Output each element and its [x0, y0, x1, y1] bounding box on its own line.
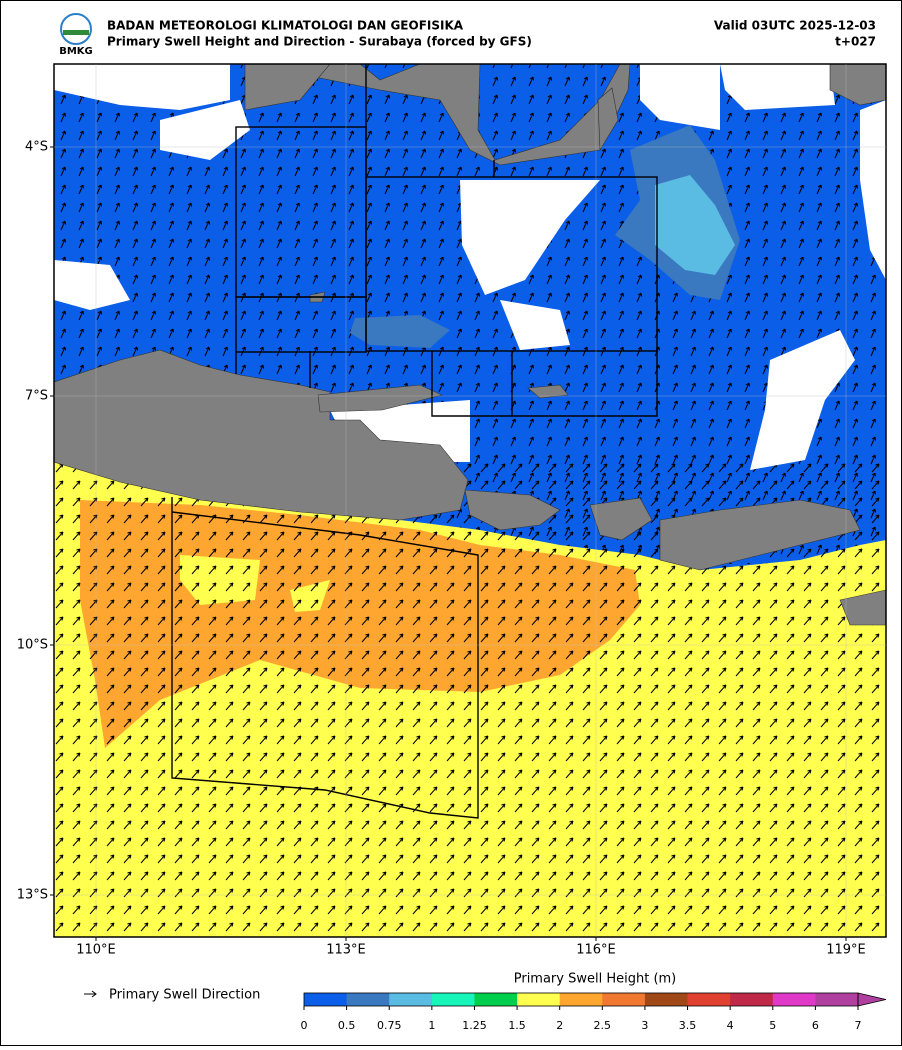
swell-legend: Primary Swell Direction — [84, 988, 260, 1003]
colorbar-tick-label: 1.5 — [508, 1019, 526, 1032]
colorbar-swatch — [431, 993, 475, 1006]
sea-zone — [350, 315, 450, 348]
colorbar-swatch — [517, 993, 561, 1006]
colorbar-tick-label: 7 — [855, 1019, 862, 1032]
colorbar-swatch — [389, 993, 433, 1006]
colorbar-tick-label: 0 — [301, 1019, 308, 1032]
legend-arrow — [84, 990, 97, 998]
agency: BADAN METEOROLOGI KLIMATOLOGI DAN GEOFIS… — [107, 19, 464, 33]
logo-icon — [60, 13, 92, 45]
colorbar-swatch — [304, 993, 348, 1006]
colorbar-tick-label: 3 — [641, 1019, 648, 1032]
colorbar-swatch — [730, 993, 774, 1006]
lon-label: 113°E — [326, 943, 366, 958]
logo: BMKG — [59, 13, 93, 57]
zone-boundary — [171, 64, 658, 819]
colorbar-tick-label: 6 — [812, 1019, 819, 1032]
colorbar-swatch — [772, 993, 816, 1006]
colorbar-frame — [303, 992, 859, 1007]
legend-label: Primary Swell Direction — [109, 988, 260, 1003]
colorbar-tick-label: 1.25 — [462, 1019, 487, 1032]
colorbar-extension — [857, 992, 887, 1007]
lat-label: 10°S — [17, 638, 48, 653]
logo-icon — [63, 30, 89, 35]
colorbar-swatch — [346, 993, 390, 1006]
colorbar-swatch — [815, 993, 859, 1006]
colorbar-tick-label: 2.5 — [594, 1019, 612, 1032]
colorbar-tick-label: 4 — [727, 1019, 734, 1032]
land — [54, 64, 886, 626]
colorbar-swatch — [559, 993, 603, 1006]
lon-label: 116°E — [576, 943, 616, 958]
colorbar-tick-label: 1 — [428, 1019, 435, 1032]
colorbar-tick-label: 0.75 — [377, 1019, 402, 1032]
colorbar-swatch — [644, 993, 689, 1006]
sea-zone — [655, 175, 735, 275]
lat-label: 4°S — [25, 140, 48, 155]
colorbar-title: Primary Swell Height (m) — [514, 972, 677, 987]
colorbar-swatch — [687, 993, 731, 1006]
valid-time: Valid 03UTC 2025-12-03 — [714, 19, 876, 33]
colorbar-tick-label: 3.5 — [679, 1019, 697, 1032]
lon-label: 110°E — [76, 943, 116, 958]
logo-text: BMKG — [59, 46, 93, 57]
colorbar-swatch — [602, 993, 646, 1006]
frame — [53, 63, 887, 938]
colorbar-swatch — [474, 993, 518, 1006]
lat-label: 13°S — [17, 888, 48, 903]
title: Primary Swell Height and Direction - Sur… — [107, 35, 532, 49]
lat-label: 7°S — [25, 389, 48, 404]
lon-label: 119°E — [826, 943, 866, 958]
lead-time: t+027 — [835, 35, 876, 49]
map-frame — [53, 63, 887, 938]
colorbar-tick-label: 2 — [556, 1019, 563, 1032]
colorbar-tick-label: 5 — [769, 1019, 776, 1032]
colorbar-tick-label: 0.5 — [338, 1019, 356, 1032]
map — [54, 64, 886, 937]
